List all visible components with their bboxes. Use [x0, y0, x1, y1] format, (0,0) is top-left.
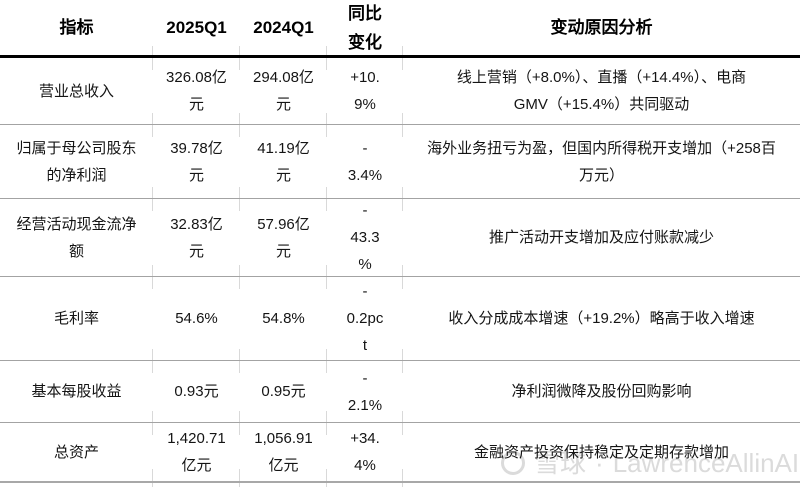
column-divider-ticks	[152, 469, 153, 487]
cell-analysis: 净利润微降及股份回购影响	[511, 383, 692, 400]
table-row: 营业总收入 326.08亿 元 294.08亿 元 +10. 9% 线上营销（+…	[0, 58, 800, 125]
cell-yoy: +10. 9%	[350, 69, 380, 113]
cell-analysis: 海外业务扭亏为盈，但国内所得税开支增加（+258百 万元）	[427, 139, 776, 184]
col-header-yoy-change: 同比 变化	[348, 3, 382, 52]
table-row: 毛利率 54.6% 54.8% - 0.2pc t 收入分成成本增速（+19.2…	[0, 277, 800, 361]
col-header-2024q1: 2024Q1	[253, 18, 314, 37]
col-header-indicator: 指标	[59, 18, 94, 37]
cell-2024q1: 57.96亿 元	[257, 215, 310, 260]
cell-analysis: 收入分成成本增速（+19.2%）略高于收入增速	[448, 310, 755, 327]
table-row: 总资产 1,420.71 亿元 1,056.91 亿元 +34. 4% 金融资产…	[0, 423, 800, 483]
watermark-separator: ·	[595, 448, 604, 478]
cell-indicator: 毛利率	[53, 310, 99, 327]
cell-2025q1: 39.78亿 元	[170, 139, 223, 184]
cell-yoy: - 3.4%	[347, 139, 383, 184]
cell-2025q1: 54.6%	[175, 310, 218, 327]
xueqiu-logo-icon	[501, 451, 525, 475]
cell-2024q1: 1,056.91 亿元	[254, 430, 313, 474]
table-row: 经营活动现金流净 额 32.83亿 元 57.96亿 元 - 43.3 % 推广…	[0, 199, 800, 277]
table-row: 归属于母公司股东 的净利润 39.78亿 元 41.19亿 元 - 3.4% 海…	[0, 125, 800, 199]
cell-indicator: 经营活动现金流净 额	[16, 215, 137, 260]
column-divider-ticks	[152, 411, 153, 435]
cell-2024q1: 0.95元	[261, 383, 306, 400]
cell-2024q1: 294.08亿 元	[253, 69, 314, 113]
column-divider-ticks	[152, 265, 153, 289]
column-divider-ticks	[152, 46, 153, 70]
col-header-2025q1: 2025Q1	[166, 18, 227, 37]
cell-analysis: 线上营销（+8.0%）、直播（+14.4%）、电商 GMV（+15.4%）共同驱…	[456, 69, 747, 113]
cell-indicator: 总资产	[53, 443, 99, 461]
cell-analysis: 推广活动开支增加及应付账款减少	[488, 229, 714, 246]
cell-yoy: - 2.1%	[347, 369, 383, 414]
cell-yoy: +34. 4%	[350, 430, 380, 474]
column-divider-ticks	[152, 113, 153, 137]
col-header-analysis: 变动原因分析	[550, 18, 653, 37]
watermark-brand: 雪球	[534, 448, 587, 478]
watermark: 雪球 · LawrenceAllinAI	[501, 448, 799, 478]
cell-2024q1: 41.19亿 元	[257, 139, 310, 184]
cell-2025q1: 326.08亿 元	[166, 69, 227, 113]
table-row: 基本每股收益 0.93元 0.95元 - 2.1% 净利润微降及股份回购影响	[0, 361, 800, 423]
cell-indicator: 营业总收入	[38, 82, 114, 100]
cell-indicator: 基本每股收益	[31, 383, 122, 400]
cell-2024q1: 54.8%	[262, 310, 305, 327]
cell-analysis: 金融资产投资保持稳定及定期存款增加	[473, 443, 729, 461]
cell-2025q1: 32.83亿 元	[170, 215, 223, 260]
watermark-handle: LawrenceAllinAI	[612, 448, 800, 478]
cell-yoy: - 43.3 %	[350, 202, 380, 273]
cell-2025q1: 1,420.71 亿元	[167, 430, 226, 474]
cell-indicator: 归属于母公司股东 的净利润	[16, 139, 137, 184]
cell-yoy: - 0.2pc t	[346, 283, 384, 354]
column-divider-ticks	[152, 187, 153, 211]
cell-2025q1: 0.93元	[174, 383, 219, 400]
table-header-row: 指标 2025Q1 2024Q1 同比 变化 变动原因分析	[0, 0, 800, 58]
column-divider-ticks	[152, 349, 153, 373]
